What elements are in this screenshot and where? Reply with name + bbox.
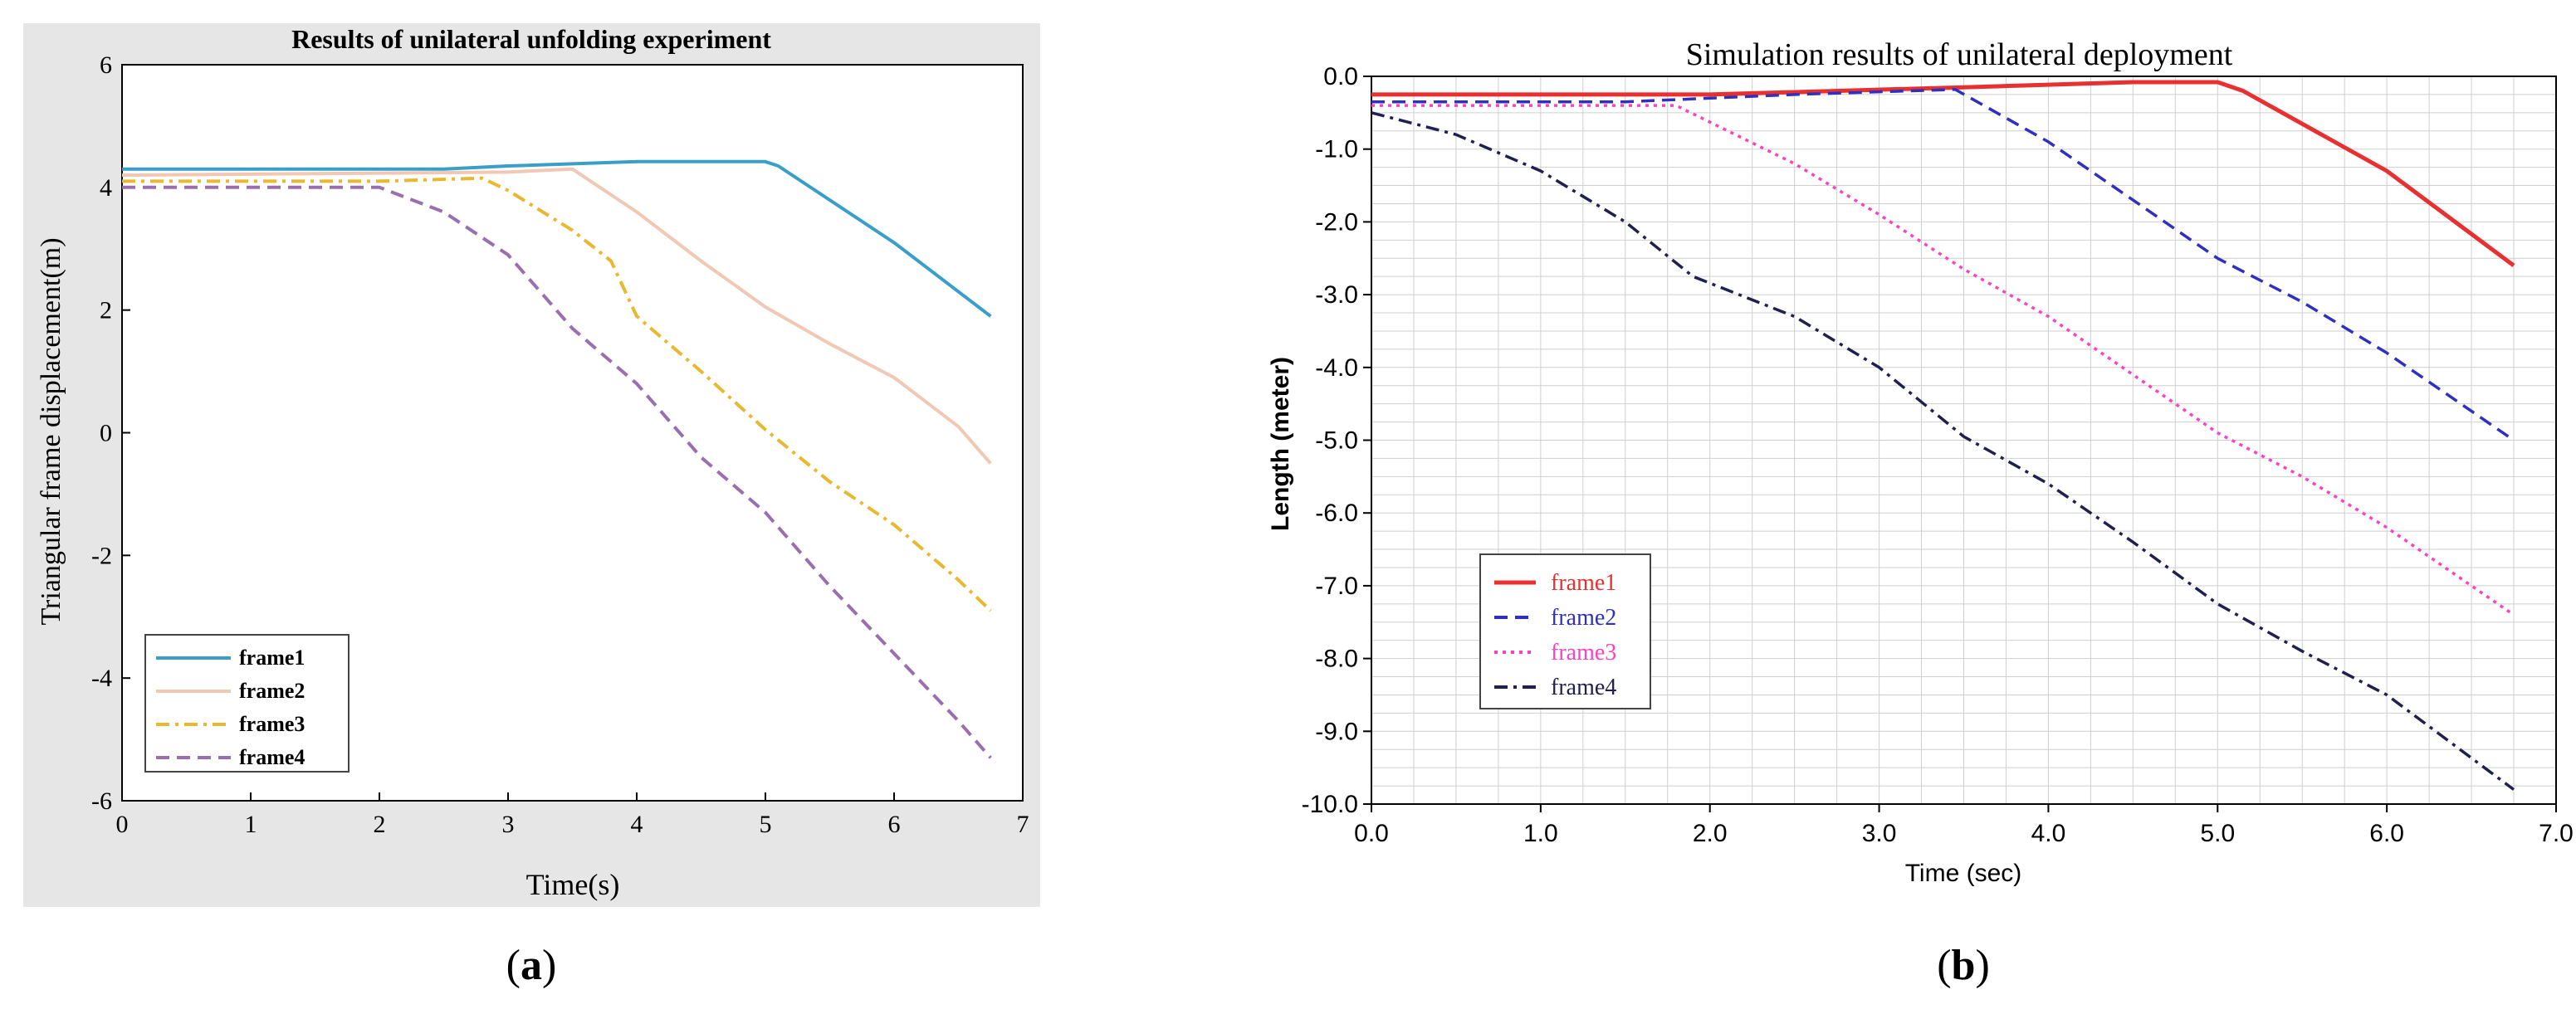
legend-label-frame4: frame4: [1551, 675, 1616, 700]
y-tick-label: -6: [91, 787, 112, 815]
y-tick-label: -5.0: [1315, 427, 1358, 455]
y-tick-label: -8.0: [1315, 646, 1358, 673]
y-tick-label: 6: [100, 51, 112, 79]
panel-b-legend-box: [1479, 553, 1651, 709]
y-tick-label: 0.0: [1323, 63, 1358, 90]
panel-b-axes: 0.0 1.0 2.0 3.0 4.0 5.0 6.0 7.0 0.0 -1.0 -2.0 -3.0 -…: [1302, 63, 2574, 847]
legend-label-frame3: frame3: [1551, 640, 1616, 665]
x-tick-label: 1.0: [1523, 820, 1558, 847]
panel-a-lines: [121, 159, 992, 759]
y-tick-label: 4: [100, 174, 112, 202]
legend-label-frame1: frame1: [239, 646, 305, 670]
series-line-frame2: [121, 167, 992, 465]
series-line-frame1: [1371, 80, 2515, 268]
x-tick-label: 0: [116, 811, 129, 838]
x-tick-label: 3: [502, 811, 515, 838]
y-tick-label: -9.0: [1315, 718, 1358, 745]
y-tick-label: -4: [91, 665, 112, 692]
panel-a-xlabel: Time(s): [526, 868, 620, 901]
x-tick-label: 4: [631, 811, 643, 838]
y-tick-label: -4.0: [1315, 354, 1358, 382]
y-tick-label: -6.0: [1315, 500, 1358, 527]
x-tick-label: 2.0: [1693, 820, 1728, 847]
panel-a-title: Results of unilateral unfolding experime…: [291, 24, 771, 54]
series-line-frame3: [122, 176, 992, 612]
y-tick-label: -2: [91, 542, 112, 569]
x-tick-label: 6: [888, 811, 901, 838]
legend-label-frame2: frame2: [1551, 605, 1616, 631]
panel-b-caption: (b): [1937, 942, 1990, 989]
x-tick-label: 5.0: [2200, 820, 2235, 847]
panel-b-lines: [1371, 80, 2515, 791]
y-tick-label: 0: [100, 420, 112, 447]
panel-b-title: Simulation results of unilateral deploym…: [1686, 37, 2233, 72]
y-tick-label: -1.0: [1315, 136, 1358, 163]
series-line-frame1: [122, 159, 992, 318]
series-line-frame2: [1371, 88, 2515, 441]
series-line-frame3: [1371, 104, 2515, 617]
panel-b-ylabel: Length (meter): [1267, 357, 1294, 531]
legend-label-frame4: frame4: [239, 745, 305, 769]
x-tick-label: 7: [1017, 811, 1029, 838]
panel-a-ylabel: Triangular frame displacement(m): [36, 237, 66, 625]
panel-b-chart: Simulation results of unilateral deploym…: [1267, 37, 2574, 989]
x-tick-label: 7.0: [2539, 820, 2574, 847]
y-tick-label: -3.0: [1315, 281, 1358, 309]
panel-b-grid: [1371, 76, 2557, 805]
panel-a-caption: (a): [506, 942, 557, 989]
y-tick-label: -10.0: [1302, 791, 1358, 818]
x-tick-label: 6.0: [2369, 820, 2404, 847]
panel-a-legend: frame1 frame2 frame3 frame4: [144, 634, 349, 773]
y-tick-label: -7.0: [1315, 573, 1358, 600]
legend-label-frame2: frame2: [239, 679, 305, 703]
panel-a-axes: 0 1 2 3 4 5 6 7 6 4 2 0 -2 -4 -6: [91, 51, 1029, 838]
panel-a-chart: Results of unilateral unfolding experime…: [23, 23, 1040, 989]
x-tick-label: 4.0: [2031, 820, 2066, 847]
x-tick-label: 3.0: [1862, 820, 1897, 847]
legend-label-frame3: frame3: [239, 712, 305, 736]
panel-a-caption-letter: a: [521, 942, 542, 989]
y-tick-label: 2: [100, 297, 112, 324]
x-tick-label: 2: [374, 811, 386, 838]
x-tick-label: 5: [760, 811, 772, 838]
series-line-frame4: [122, 185, 992, 759]
panel-b-legend: frame1 frame2 frame3 frame4: [1479, 553, 1651, 709]
legend-label-frame1: frame1: [1551, 570, 1616, 596]
x-tick-label: 0.0: [1354, 820, 1389, 847]
y-tick-label: -2.0: [1315, 208, 1358, 236]
x-tick-label: 1: [245, 811, 257, 838]
series-line-frame4: [1371, 111, 2515, 791]
panel-b-caption-letter: b: [1952, 942, 1976, 989]
panel-b-xlabel: Time (sec): [1905, 860, 2022, 887]
